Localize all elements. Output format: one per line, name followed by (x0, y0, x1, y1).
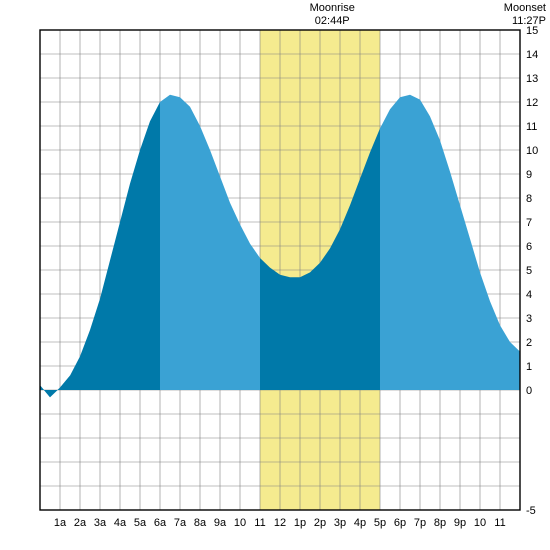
svg-text:6p: 6p (394, 517, 406, 529)
svg-text:3p: 3p (334, 517, 346, 529)
svg-text:4: 4 (526, 289, 532, 301)
svg-text:2: 2 (526, 337, 532, 349)
svg-text:1p: 1p (294, 517, 306, 529)
svg-text:4p: 4p (354, 517, 366, 529)
moonset-title: Moonset (504, 2, 546, 14)
svg-text:2p: 2p (314, 517, 326, 529)
svg-text:5a: 5a (134, 517, 147, 529)
svg-text:-5: -5 (526, 505, 536, 517)
moonset-label: Moonset 11:27P (504, 2, 546, 28)
svg-text:8a: 8a (194, 517, 207, 529)
svg-text:11: 11 (526, 121, 537, 133)
svg-text:3: 3 (526, 313, 532, 325)
svg-text:8: 8 (526, 193, 532, 205)
svg-text:10: 10 (474, 517, 486, 529)
moonrise-time: 02:44P (310, 15, 355, 28)
tide-chart: Moonrise 02:44P Moonset 11:27P -50123456… (0, 0, 550, 550)
svg-text:9a: 9a (214, 517, 227, 529)
svg-text:2a: 2a (74, 517, 87, 529)
svg-text:10: 10 (234, 517, 246, 529)
moonrise-title: Moonrise (310, 2, 355, 14)
svg-text:11: 11 (494, 517, 505, 529)
svg-text:1a: 1a (54, 517, 67, 529)
svg-text:5: 5 (526, 265, 532, 277)
svg-text:0: 0 (526, 385, 532, 397)
chart-svg: -501234567891011121314151a2a3a4a5a6a7a8a… (0, 0, 550, 550)
svg-text:9: 9 (526, 169, 532, 181)
moonrise-label: Moonrise 02:44P (310, 2, 355, 28)
svg-text:14: 14 (526, 49, 538, 61)
svg-text:4a: 4a (114, 517, 127, 529)
svg-text:6a: 6a (154, 517, 167, 529)
svg-text:11: 11 (254, 517, 265, 529)
svg-text:3a: 3a (94, 517, 107, 529)
svg-text:7p: 7p (414, 517, 426, 529)
svg-text:9p: 9p (454, 517, 466, 529)
svg-text:7: 7 (526, 217, 532, 229)
moonset-time: 11:27P (504, 15, 546, 28)
svg-text:1: 1 (526, 361, 532, 373)
svg-text:12: 12 (526, 97, 538, 109)
svg-text:10: 10 (526, 145, 538, 157)
svg-text:7a: 7a (174, 517, 187, 529)
svg-text:6: 6 (526, 241, 532, 253)
svg-text:5p: 5p (374, 517, 386, 529)
svg-text:8p: 8p (434, 517, 446, 529)
svg-text:12: 12 (274, 517, 286, 529)
svg-text:13: 13 (526, 73, 538, 85)
